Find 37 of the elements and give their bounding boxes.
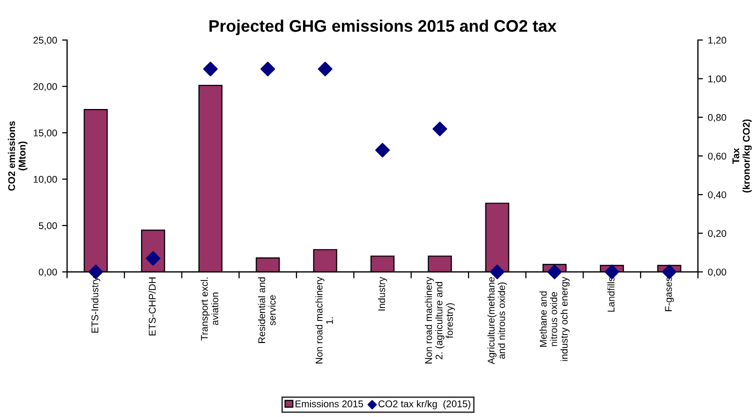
y-tick-label: 10,00 [34,176,57,184]
y2-tick-label: 0,40 [708,191,726,200]
x-tick-label: Agriculture(methane and nitrous oxide) [487,277,507,364]
y2-tick-label: 1,20 [708,36,726,45]
point [260,62,276,76]
legend-label: CO2 tax kr/kg (2015) [378,400,470,410]
point [375,142,390,158]
x-tick-label: Methane and nitrous oxide industry och energy [540,276,570,361]
y2-tick-label: 0,00 [708,268,726,277]
x-tick-label: Transport excl. aviation [200,278,218,340]
legend-label: Emissions 2015 [296,400,364,408]
point [432,122,448,136]
y-axis-title: CO2 emissions (Mton) [8,121,28,191]
x-tick-label: Industry [378,276,388,310]
y2-tick-label: 0,80 [708,114,726,122]
x-tick-label: Non road machinery 2. (agriculture and forestry) [424,276,455,364]
y-tick-label: 5,00 [38,222,57,230]
y-tick-label: 25,00 [33,36,57,45]
point [146,251,160,266]
point [547,264,562,280]
x-tick-label: ETS-Industry [91,276,100,333]
y-tick-label: 15,00 [34,130,57,138]
y-tick-label: 20,00 [33,83,57,92]
x-tick-label: ETS-CHP/DH [148,278,156,336]
y2-tick-label: 0,60 [708,152,726,161]
y2-tick-label: 1,00 [708,75,726,84]
chart-title: Projected GHG emissions 2015 and CO2 tax [209,20,557,36]
point [203,62,218,76]
x-tick-label: Non road machinery 1. [315,276,333,364]
y2-axis-title: Tax (kronor/kg CO2) [732,119,752,192]
point [604,264,620,280]
x-tick-label: F-gases [665,277,674,312]
x-tick-label: Residential and service [258,277,276,343]
x-tick-label: Landfills [607,277,615,312]
point [318,62,332,76]
y2-tick-label: 0,20 [708,230,726,238]
y-tick-label: 0,00 [38,268,57,277]
